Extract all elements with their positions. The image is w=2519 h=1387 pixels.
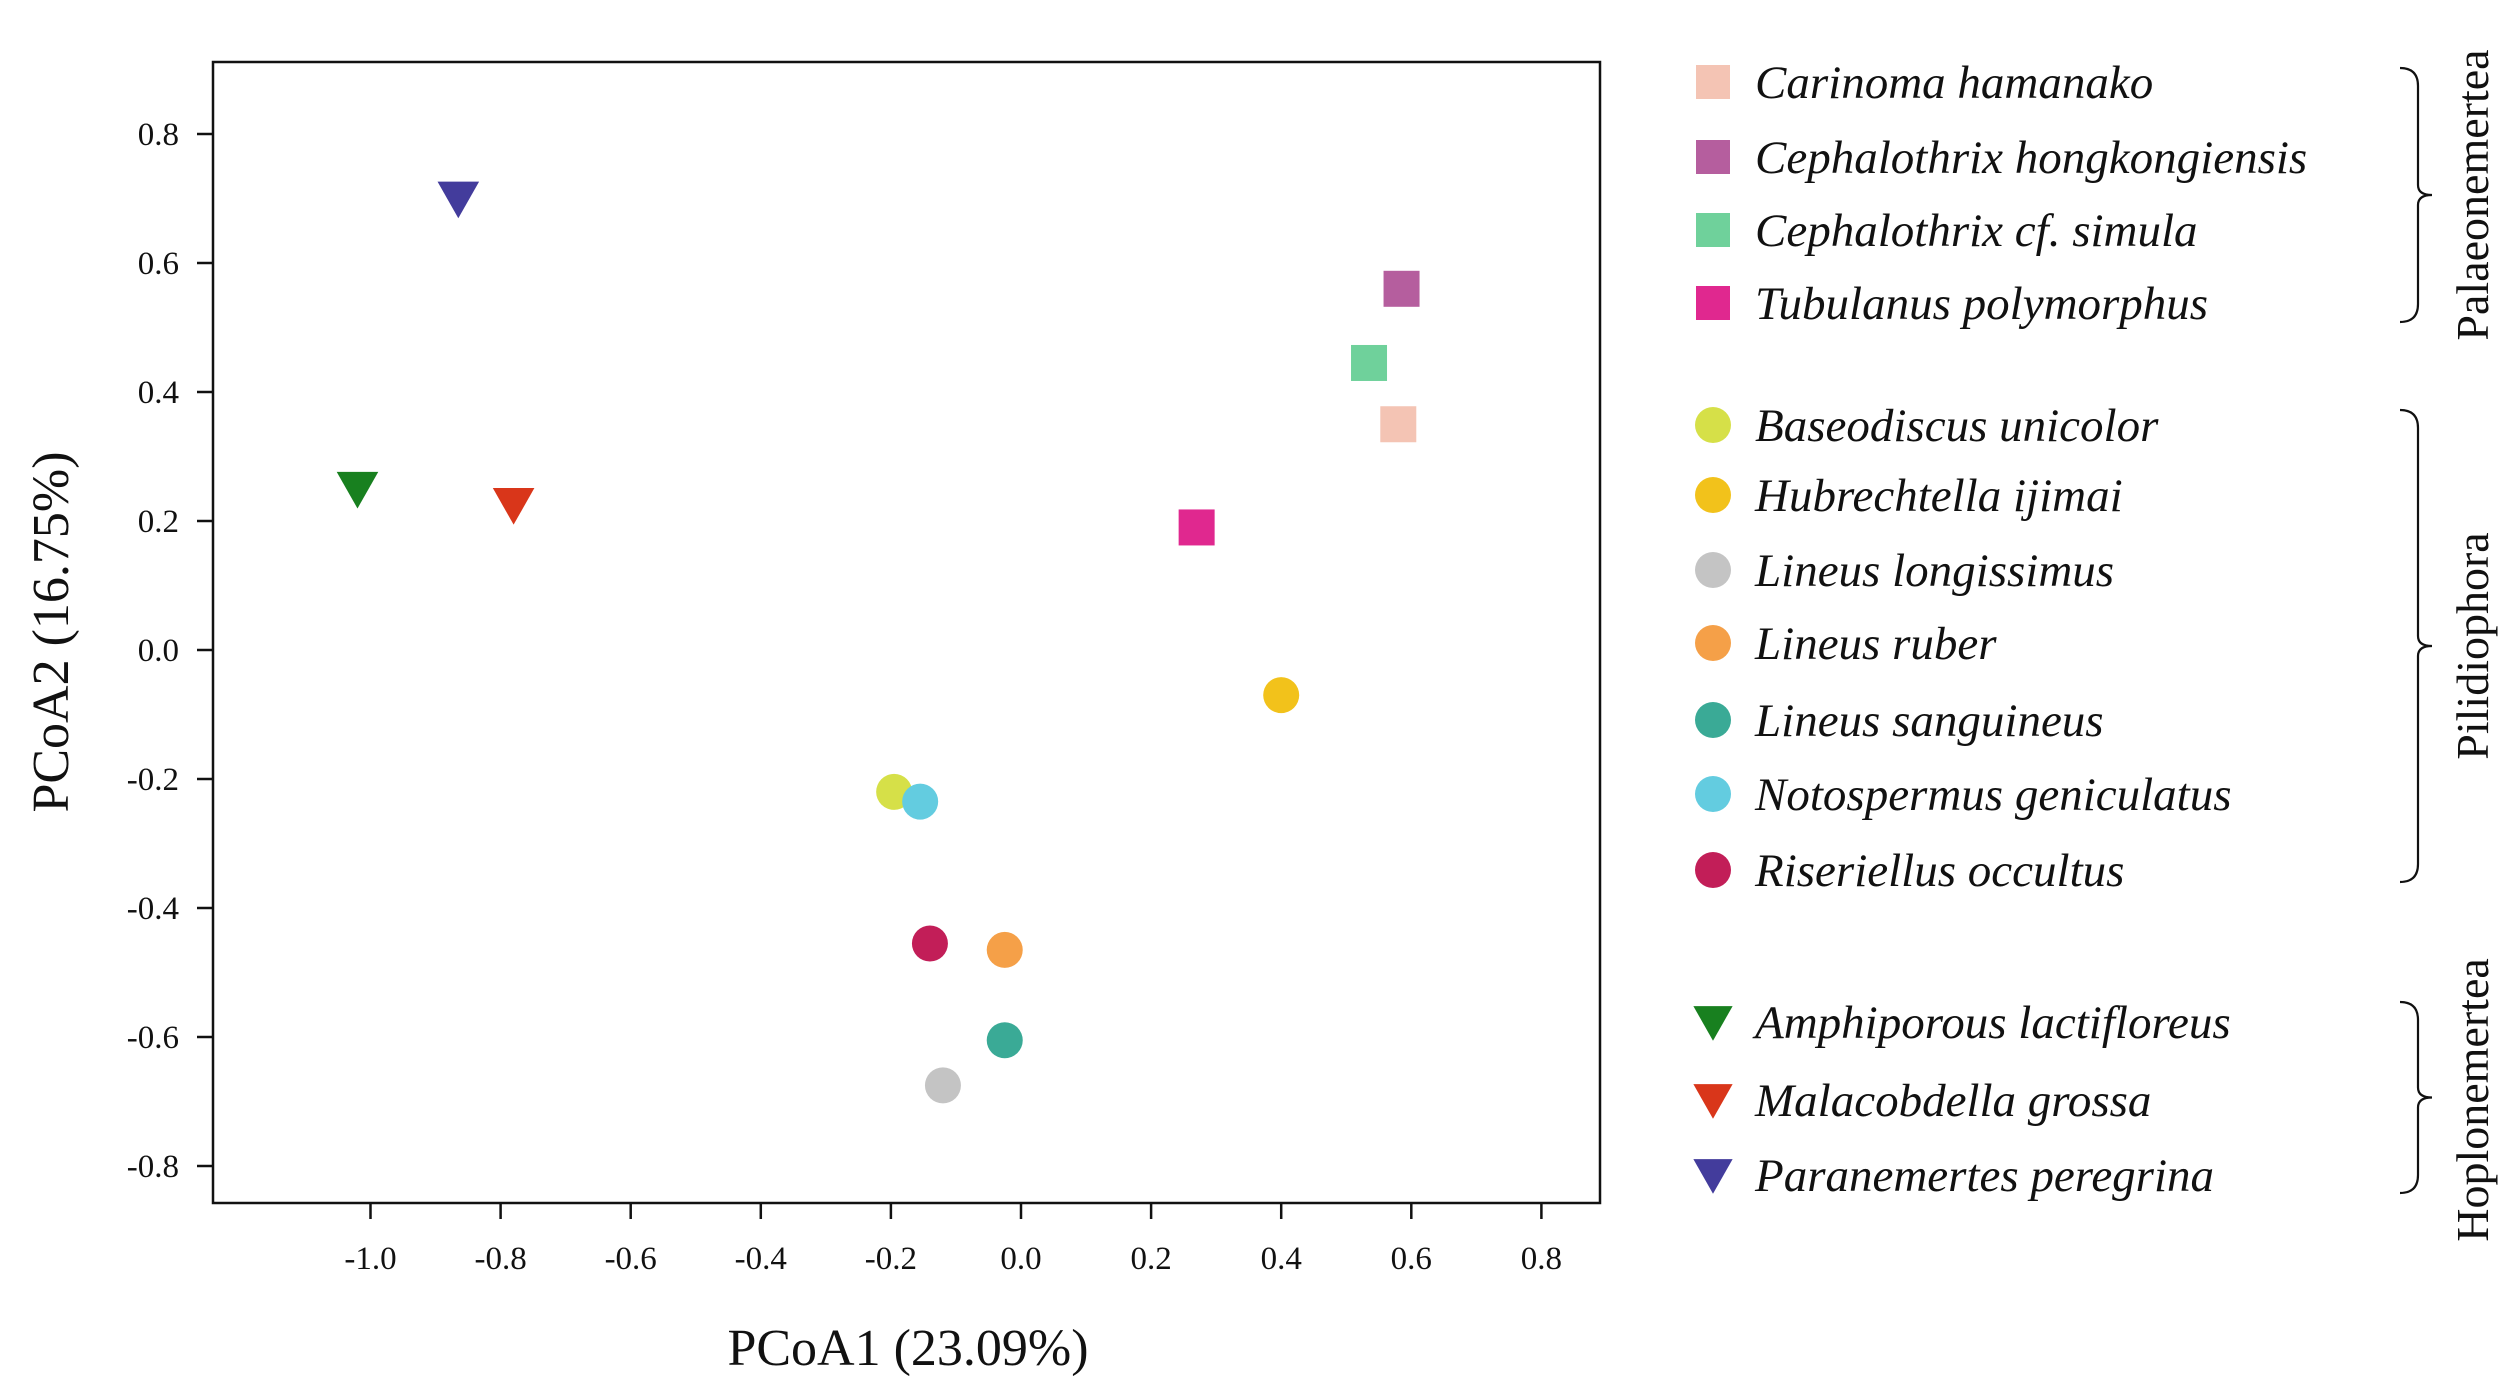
x-tick-label: 0.0 [1000, 1241, 1041, 1277]
point-lineus-ruber [986, 931, 1023, 968]
x-tick-label: -0.8 [474, 1241, 526, 1277]
point-riseriellus-occultus [911, 925, 948, 962]
legend-marker-riseriellus-occultus [1695, 852, 1731, 888]
point-paranemertes-peregrina [437, 181, 480, 219]
legend-label-notospermus-geniculatus: Notospermus geniculatus [1754, 769, 2232, 821]
y-tick-label: 0.0 [138, 633, 179, 669]
point-malacobdella-grossa [492, 488, 535, 525]
x-tick-label: 0.6 [1391, 1241, 1432, 1277]
legend-marker-cephalothrix-hongkongiensis [1696, 140, 1730, 174]
group-label-palaeonemertea: Palaeonemertea [2447, 49, 2498, 340]
legend-label-paranemertes-peregrina: Paranemertes peregrina [1754, 1150, 2214, 1202]
point-carinoma-hamanako [1380, 406, 1417, 443]
y-tick-label: -0.8 [127, 1149, 179, 1185]
data-points [336, 181, 1420, 1104]
point-amphiporous-lactifloreus [336, 471, 379, 509]
x-axis-ticks: -1.0 -0.8 -0.6 -0.4 -0.2 0.0 0.2 0.4 0.6 0.8 [344, 1203, 1562, 1277]
legend-label-lineus-ruber: Lineus ruber [1754, 618, 1997, 670]
y-axis-title: PCoA2 (16.75%) [23, 451, 80, 812]
x-tick-label: 0.8 [1521, 1241, 1562, 1277]
group-brace-hoplonemertea [2399, 1000, 2433, 1195]
legend-marker-lineus-ruber [1695, 625, 1731, 661]
point-hubrechtella-ijimai [1263, 677, 1300, 714]
group-brace-palaeonemertea [2399, 66, 2433, 324]
y-axis-ticks: 0.8 0.6 0.4 0.2 0.0 -0.2 -0.4 -0.6 -0.8 [127, 117, 213, 1185]
x-tick-label: -0.4 [735, 1241, 787, 1277]
point-lineus-sanguineus [986, 1022, 1023, 1059]
plot-frame [211, 60, 1602, 1205]
x-tick-label: -0.2 [865, 1241, 917, 1277]
group-brace-pilidiophora [2399, 408, 2433, 884]
x-tick-label: -0.6 [605, 1241, 657, 1277]
legend-label-carinoma-hamanako: Carinoma hamanako [1755, 57, 2153, 109]
legend-label-amphiporous-lactifloreus: Amphiporous lactifloreus [1752, 997, 2231, 1049]
y-tick-label: 0.2 [138, 504, 179, 540]
y-tick-label: -0.2 [127, 762, 179, 798]
legend-marker-carinoma-hamanako [1696, 65, 1730, 99]
legend-marker-cephalothrix-cf-simula [1696, 213, 1730, 247]
plot-area: -1.0 -0.8 -0.6 -0.4 -0.2 0.0 0.2 0.4 0.6 0.8 0.80… [127, 60, 1602, 1277]
x-tick-label: -1.0 [344, 1241, 396, 1277]
legend-label-lineus-sanguineus: Lineus sanguineus [1754, 695, 2104, 747]
point-notospermus-geniculatus [902, 783, 939, 820]
legend-label-baseodiscus-unicolor: Baseodiscus unicolor [1755, 400, 2159, 452]
legend-marker-lineus-longissimus [1695, 552, 1731, 588]
legend-marker-notospermus-geniculatus [1695, 776, 1731, 812]
x-tick-label: 0.2 [1130, 1241, 1171, 1277]
legend-label-cephalothrix-cf-simula: Cephalothrix cf. simula [1755, 205, 2198, 257]
legend-label-lineus-longissimus: Lineus longissimus [1754, 545, 2114, 597]
point-lineus-longissimus [924, 1067, 961, 1104]
point-cephalothrix-hongkongiensis [1383, 270, 1420, 307]
legend-label-tubulanus-polymorphus: Tubulanus polymorphus [1755, 278, 2208, 330]
group-label-hoplonemertea: Hoplonemertea [2447, 958, 2498, 1242]
x-tick-label: 0.4 [1261, 1241, 1302, 1277]
point-cephalothrix-cf-simula [1351, 344, 1388, 381]
legend: Carinoma hamanako Cephalothrix hongkongie… [1693, 49, 2498, 1242]
legend-marker-paranemertes-peregrina [1693, 1159, 1733, 1194]
y-tick-label: -0.6 [127, 1020, 179, 1056]
y-tick-label: 0.4 [138, 375, 179, 411]
x-axis-title: PCoA1 (23.09%) [727, 1320, 1088, 1377]
y-tick-label: -0.4 [127, 891, 179, 927]
legend-label-riseriellus-occultus: Riseriellus occultus [1754, 845, 2124, 897]
legend-marker-malacobdella-grossa [1693, 1084, 1733, 1119]
point-tubulanus-polymorphus [1178, 509, 1215, 546]
legend-label-hubrechtella-ijimai: Hubrechtella ijimai [1754, 470, 2123, 522]
legend-label-cephalothrix-hongkongiensis: Cephalothrix hongkongiensis [1755, 132, 2307, 184]
legend-label-malacobdella-grossa: Malacobdella grossa [1754, 1075, 2151, 1127]
legend-marker-tubulanus-polymorphus [1696, 286, 1730, 320]
legend-marker-lineus-sanguineus [1695, 702, 1731, 738]
y-tick-label: 0.6 [138, 246, 179, 282]
y-tick-label: 0.8 [138, 117, 179, 153]
group-label-pilidiophora: Pilidiophora [2447, 532, 2498, 759]
legend-marker-amphiporous-lactifloreus [1693, 1006, 1733, 1041]
legend-marker-hubrechtella-ijimai [1695, 477, 1731, 513]
legend-marker-baseodiscus-unicolor [1695, 407, 1731, 443]
